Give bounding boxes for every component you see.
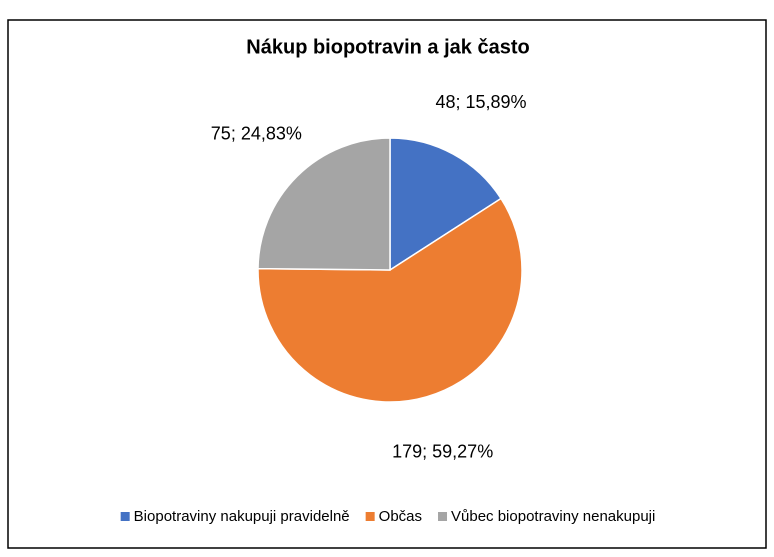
legend-label: Občas [379, 508, 422, 525]
pie-slice [257, 137, 391, 271]
legend-swatch [120, 512, 130, 521]
legend-label: Vůbec biopotraviny nenakupuji [451, 508, 655, 525]
legend-swatch [438, 512, 448, 521]
pie-slice [257, 197, 523, 403]
data-label: 75; 24,83% [211, 124, 302, 144]
data-label: 179; 59,27% [392, 441, 493, 461]
data-label: 48; 15,89% [435, 92, 526, 112]
legend-label: Biopotraviny nakupuji pravidelně [134, 508, 350, 525]
pie-slice [389, 137, 503, 272]
chart-title: Nákup biopotravin a jak často [246, 36, 529, 58]
legend-swatch [365, 512, 375, 521]
